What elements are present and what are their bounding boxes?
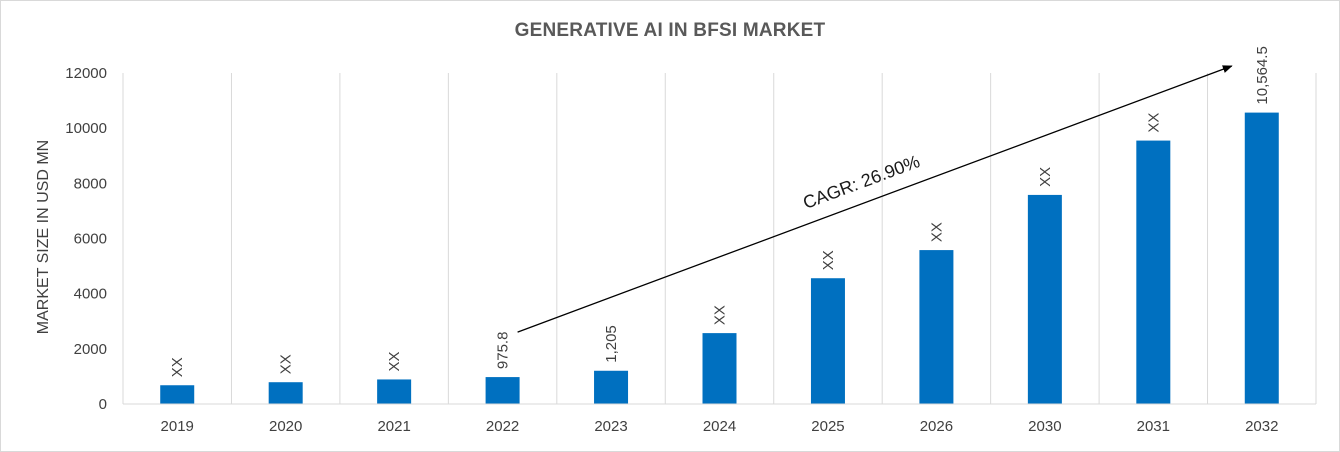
bar-2026 xyxy=(919,250,954,404)
bar-2031 xyxy=(1136,140,1171,404)
data-label: 10,564.5 xyxy=(1254,46,1271,104)
data-label: XX xyxy=(1145,113,1162,133)
bar-2030 xyxy=(1027,194,1062,404)
bar-2022 xyxy=(485,377,520,404)
chart-title: GENERATIVE AI IN BFSI MARKET xyxy=(514,20,826,41)
bar-2025 xyxy=(810,278,845,404)
x-tick-label: 2032 xyxy=(1245,418,1278,435)
data-label: XX xyxy=(169,357,186,377)
y-tick-label: 4000 xyxy=(74,286,107,303)
bar-2024 xyxy=(702,333,737,404)
data-label: XX xyxy=(820,250,837,270)
y-tick-label: 2000 xyxy=(74,341,107,358)
data-label: 1,205 xyxy=(603,325,620,363)
data-label: XX xyxy=(928,222,945,242)
data-label: XX xyxy=(712,305,729,325)
x-tick-label: 2023 xyxy=(594,418,627,435)
bar-2023 xyxy=(594,370,629,404)
x-tick-label: 2021 xyxy=(377,418,410,435)
x-tick-label: 2031 xyxy=(1137,418,1170,435)
x-tick-label: 2025 xyxy=(811,418,844,435)
x-tick-label: 2019 xyxy=(161,418,194,435)
y-tick-label: 12000 xyxy=(65,65,107,82)
y-axis-title: MARKET SIZE IN USD MN xyxy=(35,140,52,334)
data-label: XX xyxy=(1037,167,1054,187)
cagr-arrow xyxy=(517,65,1233,333)
x-tick-label: 2022 xyxy=(486,418,519,435)
data-label: XX xyxy=(386,351,403,371)
bar-2019 xyxy=(160,385,195,404)
y-tick-label: 8000 xyxy=(74,175,107,192)
y-tick-label: 0 xyxy=(99,396,107,413)
y-tick-label: 10000 xyxy=(65,120,107,137)
data-label: XX xyxy=(278,354,295,374)
y-tick-label: 6000 xyxy=(74,231,107,248)
x-tick-label: 2020 xyxy=(269,418,302,435)
bar-2021 xyxy=(377,379,412,404)
x-tick-label: 2024 xyxy=(703,418,736,435)
x-tick-label: 2030 xyxy=(1028,418,1061,435)
bar-2032 xyxy=(1244,112,1279,404)
x-tick-label: 2026 xyxy=(920,418,953,435)
data-label: 975.8 xyxy=(495,332,512,370)
bar-2020 xyxy=(268,382,303,404)
